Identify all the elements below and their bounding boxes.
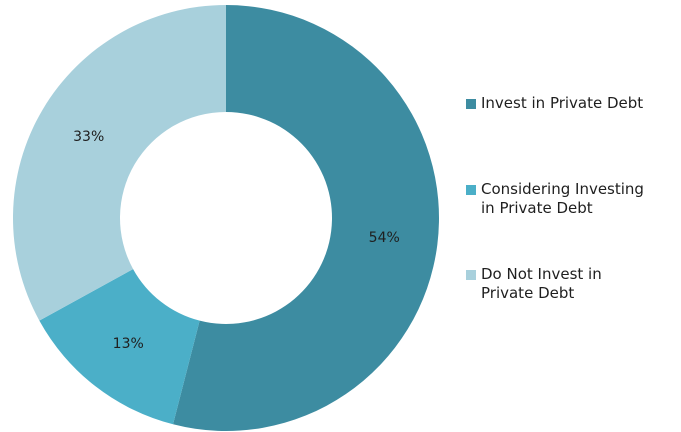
legend-swatch-considering	[466, 185, 476, 195]
legend-item-invest: Invest in Private Debt	[466, 94, 643, 113]
data-label-considering: 13%	[113, 336, 144, 352]
donut-slices	[13, 5, 439, 432]
legend-item-not-invest: Do Not Invest in Private Debt	[466, 265, 602, 303]
legend-swatch-not-invest	[466, 270, 476, 280]
donut-data-labels: 54% 13% 33%	[73, 129, 400, 352]
slice-not-invest	[13, 5, 226, 321]
legend-label-not-invest: Do Not Invest in Private Debt	[481, 265, 602, 302]
legend-label-invest: Invest in Private Debt	[481, 94, 644, 112]
legend-swatch-invest	[466, 99, 476, 109]
legend-item-considering: Considering Investing in Private Debt	[466, 180, 644, 218]
data-label-invest: 54%	[369, 230, 400, 246]
legend-label-considering: Considering Investing in Private Debt	[481, 180, 644, 217]
slice-considering	[39, 269, 200, 425]
slice-invest	[173, 5, 439, 432]
data-label-not-invest: 33%	[73, 129, 104, 145]
